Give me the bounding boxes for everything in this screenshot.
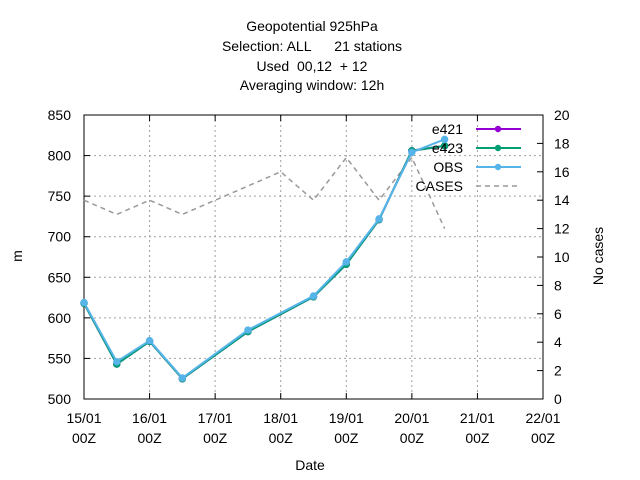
y2-tick-label: 2: [554, 363, 562, 379]
x-tick-label-date: 21/01: [460, 410, 495, 426]
x-tick-label-date: 19/01: [329, 410, 364, 426]
data-point: [375, 215, 383, 223]
title-line-2: Selection: ALL 21 stations: [222, 38, 402, 54]
y2-tick-label: 4: [554, 334, 562, 350]
x-tick-label-date: 18/01: [263, 410, 298, 426]
y2-tick-label: 8: [554, 277, 562, 293]
data-point: [178, 374, 187, 382]
y-tick-label: 600: [48, 310, 72, 326]
y2-tick-label: 10: [554, 249, 570, 265]
y2-tick-label: 20: [554, 107, 570, 123]
grid: [84, 115, 543, 399]
x-tick-label-time: 00Z: [400, 430, 425, 446]
data-point: [244, 326, 252, 334]
x-tick-label-time: 00Z: [269, 430, 294, 446]
y2-tick-label: 16: [554, 164, 570, 180]
y-tick-label: 500: [48, 391, 72, 407]
legend-marker: [494, 125, 502, 133]
y2-axis-ticks: 0 2 4 6 8 10 12 14 16 18 20: [537, 107, 570, 407]
series-layer: [80, 135, 449, 383]
title-line-3: Used 00,12 + 12: [257, 58, 368, 74]
x-tick-label-date: 15/01: [66, 410, 101, 426]
legend-label: OBS: [433, 159, 463, 175]
legend-label: e423: [432, 140, 463, 156]
y-tick-label: 750: [48, 188, 72, 204]
x-tick-label-time: 00Z: [465, 430, 490, 446]
data-point: [342, 258, 350, 266]
x-axis-label: Date: [295, 457, 325, 473]
series-line: [83, 144, 445, 381]
y-axis-label: m: [9, 250, 25, 262]
x-axis-ticks: 15/01 00Z 16/01 00Z 17/01 00Z 18/01 00Z 19/01 00Z…: [66, 115, 561, 446]
data-point: [309, 292, 318, 300]
series-line: [83, 138, 446, 380]
y-tick-label: 850: [48, 107, 72, 123]
y2-tick-label: 6: [554, 306, 562, 322]
y-tick-label: 550: [48, 350, 72, 366]
data-point: [80, 298, 88, 307]
y2-tick-label: 18: [554, 135, 570, 151]
y-axis-ticks: 500 550 600 650 700 750 800 850: [48, 107, 90, 407]
x-tick-label-date: 22/01: [525, 410, 560, 426]
y2-tick-label: 0: [554, 391, 562, 407]
x-tick-label-time: 00Z: [531, 430, 556, 446]
title-line-4: Averaging window: 12h: [240, 77, 385, 93]
x-tick-label-time: 00Z: [334, 430, 359, 446]
x-tick-label-time: 00Z: [203, 430, 228, 446]
legend-marker: [494, 144, 502, 152]
series-e421: [80, 142, 449, 383]
y-tick-label: 800: [48, 148, 72, 164]
data-point: [145, 336, 154, 345]
series-e423: [80, 142, 449, 383]
x-tick-label-time: 00Z: [72, 430, 97, 446]
y2-tick-label: 12: [554, 221, 570, 237]
series-cases: [83, 156, 446, 229]
data-point: [408, 148, 416, 157]
series-line: [83, 156, 446, 229]
series-line: [83, 144, 445, 381]
data-point: [113, 357, 121, 366]
legend: e421 e423 OBS CASES: [416, 121, 521, 194]
y-tick-label: 700: [48, 229, 72, 245]
x-tick-label-time: 00Z: [138, 430, 163, 446]
y-tick-label: 650: [48, 269, 72, 285]
x-tick-label-date: 20/01: [394, 410, 429, 426]
legend-label: e421: [432, 121, 463, 137]
x-tick-label-date: 17/01: [198, 410, 233, 426]
legend-label: CASES: [416, 178, 463, 194]
plot-border: [83, 114, 544, 400]
x-tick-label-date: 16/01: [132, 410, 167, 426]
y2-tick-label: 14: [554, 192, 570, 208]
chart-title: Geopotential 925hPa Selection: ALL 21 st…: [222, 18, 402, 93]
legend-marker: [494, 163, 502, 171]
y2-axis-label: No cases: [590, 227, 606, 285]
title-line-1: Geopotential 925hPa: [246, 18, 378, 34]
series-obs: [80, 135, 449, 382]
data-point: [440, 135, 449, 144]
